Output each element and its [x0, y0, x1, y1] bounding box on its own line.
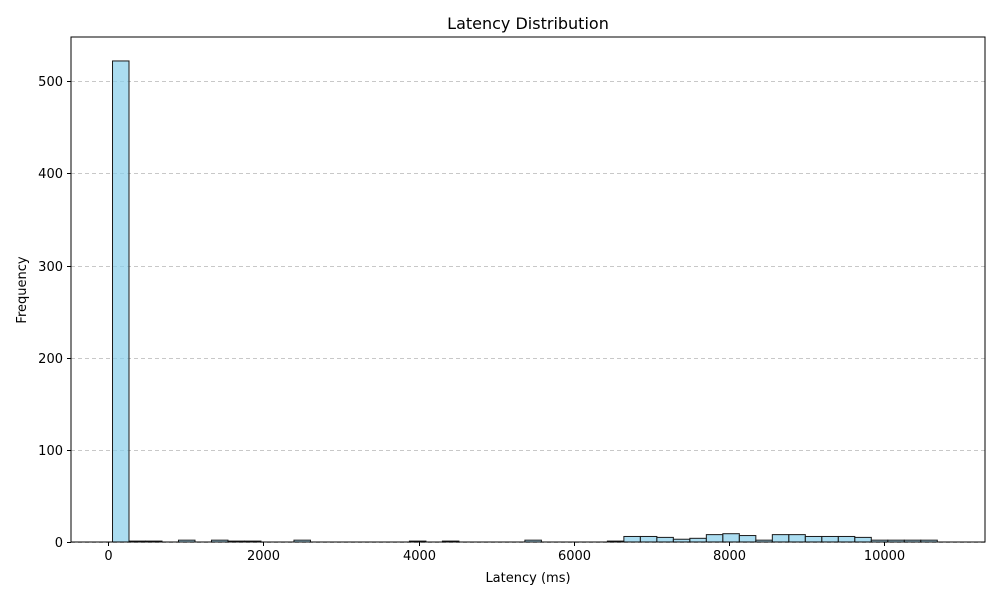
- histogram-bar: [722, 533, 740, 543]
- histogram-bar: [788, 534, 806, 543]
- chart-title: Latency Distribution: [447, 14, 609, 33]
- histogram-bar: [804, 535, 823, 543]
- histogram-bar: [738, 535, 757, 543]
- x-tick-label: 6000: [558, 549, 591, 564]
- y-tick-label: 500: [38, 75, 63, 90]
- histogram-bar: [639, 535, 658, 543]
- x-tick-label: 10000: [864, 549, 905, 564]
- y-axis-ticks: 0 100 200 300 400 500: [38, 75, 71, 551]
- x-axis-label: Latency (ms): [485, 571, 570, 586]
- y-tick-label: 300: [38, 260, 63, 275]
- plot-frame: [70, 36, 986, 543]
- histogram-bar: [854, 536, 872, 543]
- y-axis-label: Frequency: [15, 256, 30, 323]
- histogram-bar: [689, 537, 707, 543]
- histogram-bar: [771, 534, 790, 543]
- y-tick-label: 100: [38, 444, 63, 459]
- x-axis-ticks: 0 2000 4000 6000 8000 10000: [104, 542, 905, 564]
- x-tick-label: 8000: [713, 549, 746, 564]
- histogram-bar: [705, 534, 724, 543]
- y-tick-label: 0: [55, 536, 63, 551]
- histogram-bar: [837, 535, 856, 543]
- x-tick-label: 0: [104, 549, 112, 564]
- x-tick-label: 2000: [247, 549, 280, 564]
- x-tick-label: 4000: [403, 549, 436, 564]
- histogram-bar: [821, 535, 839, 543]
- histogram-bar: [623, 535, 641, 543]
- histogram-bar: [656, 536, 674, 543]
- y-tick-label: 200: [38, 352, 63, 367]
- histogram-bar: [112, 60, 130, 543]
- y-tick-label: 400: [38, 167, 63, 182]
